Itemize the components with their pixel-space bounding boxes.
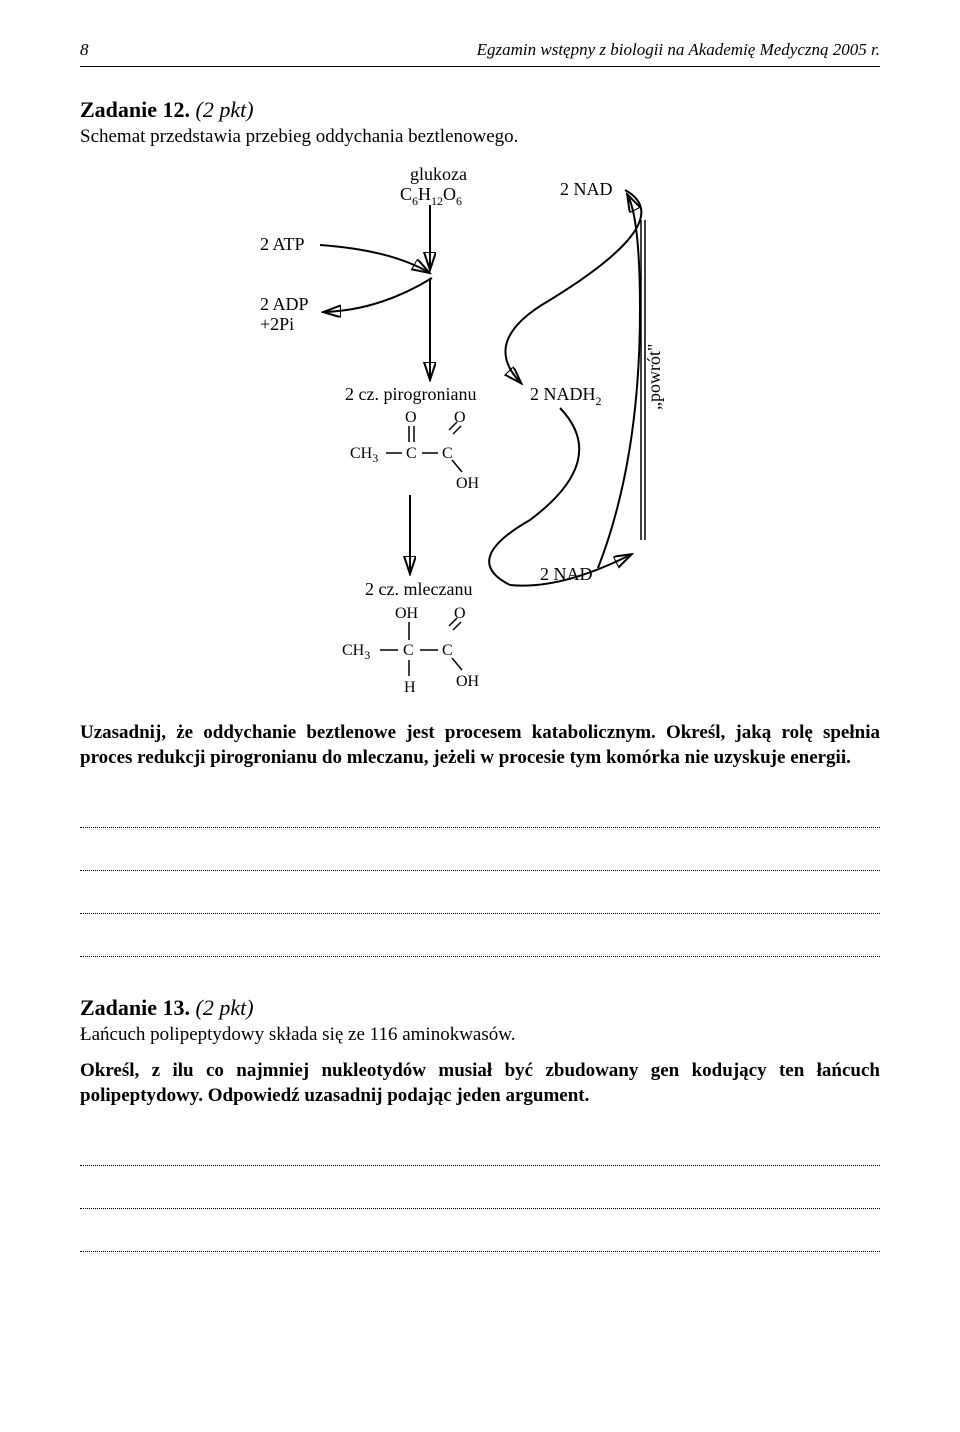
lac-c1: C bbox=[403, 642, 414, 659]
answer-line bbox=[80, 1180, 880, 1209]
pyr-ch3: CH3 bbox=[350, 445, 378, 465]
lac-h: H bbox=[404, 679, 416, 696]
task-13-question: Określ, z ilu co najmniej nukleotydów mu… bbox=[80, 1058, 880, 1109]
label-2nadh2: 2 NADH2 bbox=[530, 384, 602, 408]
page-header: 8 Egzamin wstępny z biologii na Akademię… bbox=[80, 40, 880, 60]
diagram-container: glukoza C6H12O6 2 NAD 2 ATP 2 ADP +2Pi bbox=[80, 160, 880, 700]
task-12-question: Uzasadnij, że oddychanie beztlenowe jest… bbox=[80, 720, 880, 771]
page: 8 Egzamin wstępny z biologii na Akademię… bbox=[0, 0, 960, 1432]
page-number: 8 bbox=[80, 40, 89, 60]
arrow-adp-out bbox=[325, 278, 432, 312]
arrow-nad-in bbox=[505, 190, 641, 382]
task-13-heading-main: Zadanie 13. bbox=[80, 995, 190, 1020]
label-pyruvate: 2 cz. pirogronianu bbox=[345, 384, 476, 404]
arrow-atp-in bbox=[320, 245, 428, 272]
pyr-o1: O bbox=[405, 409, 417, 426]
task-12: Zadanie 12. (2 pkt) Schemat przedstawia … bbox=[80, 97, 880, 957]
answer-line bbox=[80, 1137, 880, 1166]
label-lactate: 2 cz. mleczanu bbox=[365, 579, 472, 599]
header-rule bbox=[80, 66, 880, 67]
exam-title: Egzamin wstępny z biologii na Akademię M… bbox=[477, 40, 880, 60]
answer-line bbox=[80, 1223, 880, 1252]
lac-c2: C bbox=[442, 642, 453, 659]
answer-line bbox=[80, 885, 880, 914]
pyr-c2: C bbox=[442, 445, 453, 462]
label-2adp: 2 ADP bbox=[260, 294, 309, 314]
label-glucose: glukoza bbox=[410, 164, 467, 184]
label-glucose-formula: C6H12O6 bbox=[400, 184, 462, 208]
respiration-diagram: glukoza C6H12O6 2 NAD 2 ATP 2 ADP +2Pi bbox=[230, 160, 730, 700]
answer-line bbox=[80, 842, 880, 871]
task-12-heading: Zadanie 12. (2 pkt) bbox=[80, 97, 880, 123]
label-2nad-bottom: 2 NAD bbox=[540, 564, 593, 584]
lac-ch3: CH3 bbox=[342, 642, 370, 662]
lac-oh-r: OH bbox=[456, 673, 480, 690]
arrow-nad-return bbox=[598, 196, 640, 568]
label-2atp: 2 ATP bbox=[260, 234, 305, 254]
task-13-points: (2 pkt) bbox=[196, 995, 254, 1020]
task-13: Zadanie 13. (2 pkt) Łańcuch polipeptydow… bbox=[80, 995, 880, 1252]
task-12-answer-lines bbox=[80, 799, 880, 957]
task-13-intro: Łańcuch polipeptydowy składa się ze 116 … bbox=[80, 1023, 880, 1048]
task-12-intro: Schemat przedstawia przebieg oddychania … bbox=[80, 125, 880, 150]
label-powrot: „powrót" bbox=[644, 343, 664, 409]
answer-line bbox=[80, 799, 880, 828]
task-12-heading-main: Zadanie 12. bbox=[80, 97, 190, 122]
label-2pi: +2Pi bbox=[260, 314, 294, 334]
pyr-oh: OH bbox=[456, 475, 480, 492]
pyr-c1: C bbox=[406, 445, 417, 462]
answer-line bbox=[80, 928, 880, 957]
task-12-points: (2 pkt) bbox=[196, 97, 254, 122]
task-13-heading: Zadanie 13. (2 pkt) bbox=[80, 995, 880, 1021]
curve-nadh2-down bbox=[489, 408, 579, 585]
label-2nad-top: 2 NAD bbox=[560, 179, 613, 199]
task-13-answer-lines bbox=[80, 1137, 880, 1252]
lac-oh-top: OH bbox=[395, 605, 419, 622]
